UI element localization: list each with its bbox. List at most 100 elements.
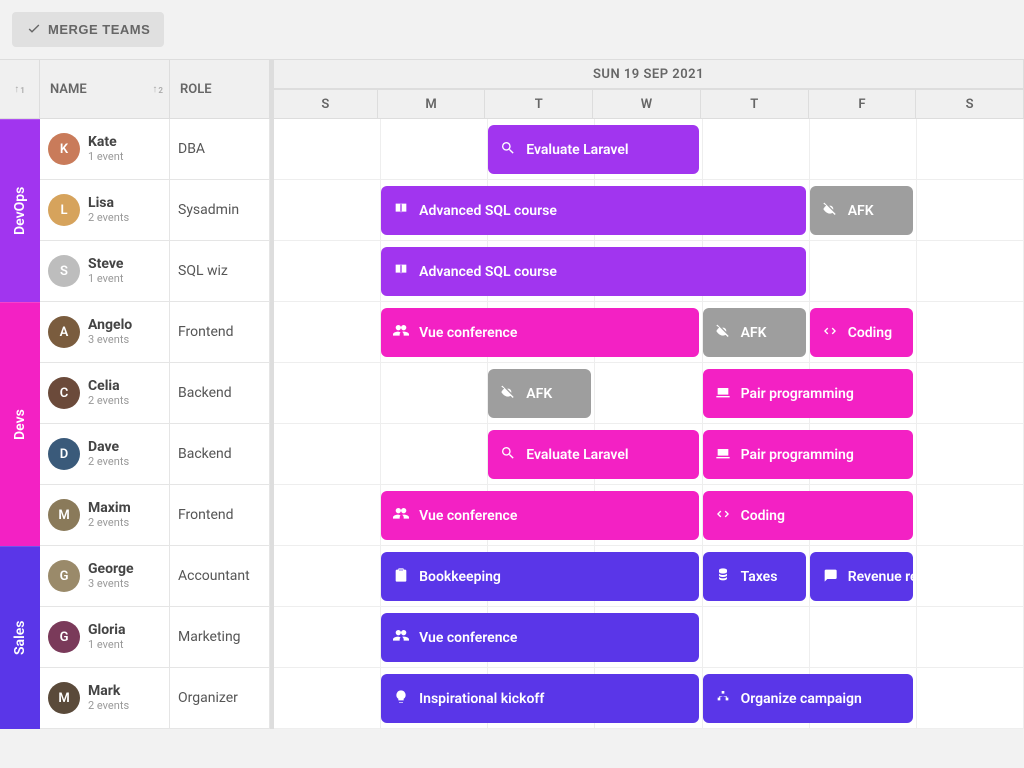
merge-teams-button[interactable]: MERGE TEAMS xyxy=(12,12,164,47)
avatar: S xyxy=(48,255,80,287)
event[interactable]: Coding xyxy=(810,308,913,357)
event[interactable]: Advanced SQL course xyxy=(381,247,806,296)
avatar: L xyxy=(48,194,80,226)
chat-icon xyxy=(822,567,838,587)
event[interactable]: Advanced SQL course xyxy=(381,186,806,235)
event-label: Revenue review xyxy=(848,569,913,585)
name-header[interactable]: NAME↑2 xyxy=(40,59,170,119)
person-name: Maxim xyxy=(88,501,131,516)
book-icon xyxy=(393,262,409,282)
person-cell[interactable]: K Kate 1 event xyxy=(40,119,170,180)
person-sub: 2 events xyxy=(88,455,129,468)
person-sub: 3 events xyxy=(88,333,132,346)
person-cell[interactable]: L Lisa 2 events xyxy=(40,180,170,241)
events-lane: BookkeepingTaxes Revenue review xyxy=(270,546,1024,607)
person-sub: 2 events xyxy=(88,699,129,712)
person-name: Kate xyxy=(88,135,123,150)
event[interactable]: AFK xyxy=(810,186,913,235)
event[interactable]: Taxes xyxy=(703,552,806,601)
search-icon xyxy=(500,445,516,465)
event[interactable]: Vue conference xyxy=(381,491,698,540)
person-cell[interactable]: D Dave 2 events xyxy=(40,424,170,485)
person-name: Angelo xyxy=(88,318,132,333)
person-sub: 1 event xyxy=(88,272,123,285)
role-cell: Frontend xyxy=(170,485,270,546)
event[interactable]: AFK xyxy=(703,308,806,357)
events-lane: Advanced SQL course xyxy=(270,241,1024,302)
sort-icon[interactable]: ↑1 xyxy=(14,84,25,95)
event-label: Vue conference xyxy=(419,630,517,646)
event-label: Advanced SQL course xyxy=(419,264,557,280)
event[interactable]: AFK xyxy=(488,369,591,418)
event[interactable]: Pair programming xyxy=(703,369,913,418)
toolbar: MERGE TEAMS xyxy=(0,0,1024,59)
role-cell: Backend xyxy=(170,424,270,485)
event-label: AFK xyxy=(741,325,767,341)
laptop-icon xyxy=(715,384,731,404)
events-lane: Inspirational kickoff Organize campaign xyxy=(270,668,1024,729)
event-label: Pair programming xyxy=(741,386,854,402)
person-sub: 1 event xyxy=(88,150,123,163)
person-cell[interactable]: G George 3 events xyxy=(40,546,170,607)
avatar: M xyxy=(48,682,80,714)
person-name: Dave xyxy=(88,440,129,455)
event[interactable]: Evaluate Laravel xyxy=(488,125,698,174)
event-label: Coding xyxy=(848,325,892,341)
sort-icon[interactable]: ↑2 xyxy=(152,84,163,95)
events-lane: Evaluate Laravel xyxy=(270,119,1024,180)
person-name: Mark xyxy=(88,684,129,699)
bulb-icon xyxy=(393,689,409,709)
person-cell[interactable]: C Celia 2 events xyxy=(40,363,170,424)
eye-off-icon xyxy=(822,201,838,221)
day-header: M xyxy=(378,89,486,119)
day-header: T xyxy=(485,89,593,119)
event[interactable]: Pair programming xyxy=(703,430,913,479)
event[interactable]: Bookkeeping xyxy=(381,552,698,601)
users-icon xyxy=(393,628,409,648)
person-name: Celia xyxy=(88,379,129,394)
avatar: K xyxy=(48,133,80,165)
sitemap-icon xyxy=(715,689,731,709)
coins-icon xyxy=(715,567,731,587)
check-icon xyxy=(26,20,42,39)
person-cell[interactable]: S Steve 1 event xyxy=(40,241,170,302)
avatar: G xyxy=(48,560,80,592)
event-label: Inspirational kickoff xyxy=(419,691,544,707)
role-cell: Organizer xyxy=(170,668,270,729)
event[interactable]: Vue conference xyxy=(381,308,698,357)
person-name: Lisa xyxy=(88,196,129,211)
event[interactable]: Vue conference xyxy=(381,613,698,662)
person-sub: 1 event xyxy=(88,638,125,651)
person-sub: 2 events xyxy=(88,394,129,407)
person-sub: 2 events xyxy=(88,211,129,224)
eye-off-icon xyxy=(715,323,731,343)
eye-off-icon xyxy=(500,384,516,404)
event-label: Vue conference xyxy=(419,325,517,341)
sort-col-1[interactable]: ↑1 xyxy=(0,59,40,119)
events-lane: Vue conference Coding xyxy=(270,485,1024,546)
person-name: Steve xyxy=(88,257,123,272)
day-header: S xyxy=(916,89,1024,119)
role-header[interactable]: ROLE xyxy=(170,59,270,119)
person-cell[interactable]: M Maxim 2 events xyxy=(40,485,170,546)
person-name: Gloria xyxy=(88,623,125,638)
event-label: Vue conference xyxy=(419,508,517,524)
event[interactable]: Inspirational kickoff xyxy=(381,674,698,723)
code-icon xyxy=(715,506,731,526)
event[interactable]: Revenue review xyxy=(810,552,913,601)
event-label: AFK xyxy=(848,203,874,219)
event[interactable]: Evaluate Laravel xyxy=(488,430,698,479)
person-cell[interactable]: A Angelo 3 events xyxy=(40,302,170,363)
avatar: C xyxy=(48,377,80,409)
person-sub: 3 events xyxy=(88,577,134,590)
event[interactable]: Organize campaign xyxy=(703,674,913,723)
team-label-devs: Devs xyxy=(0,302,40,546)
events-lane: Vue conference AFK Coding xyxy=(270,302,1024,363)
event-label: Evaluate Laravel xyxy=(526,447,628,463)
person-cell[interactable]: M Mark 2 events xyxy=(40,668,170,729)
person-cell[interactable]: G Gloria 1 event xyxy=(40,607,170,668)
events-lane: Vue conference xyxy=(270,607,1024,668)
team-label-sales: Sales xyxy=(0,546,40,729)
team-label-devops: DevOps xyxy=(0,119,40,302)
event[interactable]: Coding xyxy=(703,491,913,540)
